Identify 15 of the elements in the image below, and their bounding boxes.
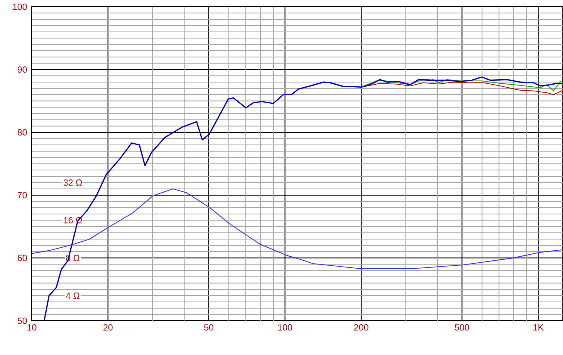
y-tick-label: 60 <box>18 255 28 262</box>
x-tick-label: 200 <box>354 324 369 331</box>
y-tick-label: 70 <box>18 192 28 199</box>
x-tick-label: 10 <box>28 324 37 331</box>
x-tick-label: 100 <box>278 324 292 331</box>
x-tick-label: 20 <box>104 324 113 331</box>
y-tick-label: 80 <box>18 129 28 136</box>
y-tick-label: 100 <box>13 4 28 10</box>
annotation: 4 Ω <box>66 292 80 300</box>
x-tick-label: 1K <box>534 324 544 331</box>
annotation: 32 Ω <box>64 180 82 186</box>
y-tick-label: 90 <box>18 66 28 73</box>
x-tick-label: 50 <box>204 324 214 331</box>
y-tick-label: 50 <box>18 318 28 324</box>
x-tick-label: 500 <box>455 324 470 331</box>
